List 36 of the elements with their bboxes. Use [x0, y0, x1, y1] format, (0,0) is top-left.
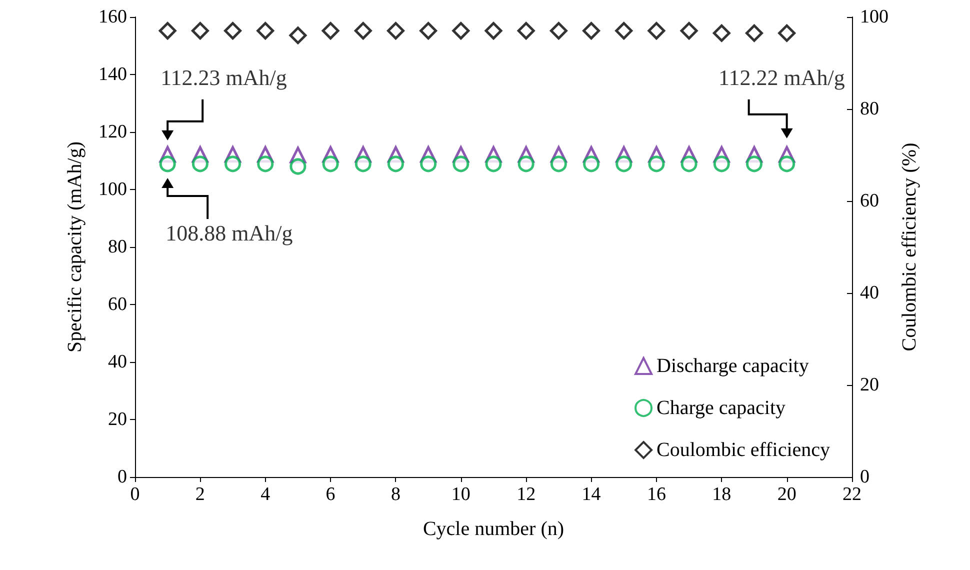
y-tick-label: 40	[108, 352, 127, 372]
y2-tick-label: 60	[860, 190, 879, 212]
x-tick-label: 16	[646, 484, 666, 505]
y2-tick-label: 80	[860, 98, 879, 120]
y-tick-label: 80	[108, 236, 127, 258]
legend-label: Charge capacity	[656, 397, 786, 419]
y2-tick-label: 0	[860, 466, 870, 488]
x-tick-label: 22	[842, 484, 862, 505]
y-tick-label: 160	[98, 6, 127, 28]
x-tick-label: 14	[582, 484, 602, 505]
y-tick-label: 140	[98, 64, 127, 85]
annotation: 112.22 mAh/g	[718, 64, 845, 90]
x-tick-label: 12	[516, 484, 536, 505]
y2-tick-label: 20	[860, 374, 879, 396]
x-tick-label: 4	[260, 484, 271, 505]
x-axis-title: Cycle number (n)	[422, 518, 564, 540]
x-tick-label: 20	[777, 484, 796, 505]
y2-tick-label: 40	[860, 282, 879, 304]
y2-tick-label: 100	[860, 6, 888, 28]
y-tick-label: 0	[118, 466, 127, 488]
y-tick-label: 60	[108, 294, 127, 315]
x-tick-label: 18	[712, 484, 732, 505]
annotation: 108.88 mAh/g	[166, 220, 293, 246]
annotation: 112.23 mAh/g	[160, 64, 287, 90]
y-tick-label: 20	[108, 409, 127, 430]
y-tick-label: 120	[98, 122, 127, 142]
y-axis-title: Specific capacity (mAh/g)	[64, 141, 86, 353]
y2-axis-title: Coulombic efficiency (%)	[898, 142, 920, 352]
legend-label: Coulombic efficiency	[656, 439, 830, 461]
x-tick-label: 0	[130, 484, 140, 505]
x-tick-label: 2	[195, 484, 205, 505]
y-tick-label: 100	[98, 179, 127, 200]
x-tick-label: 10	[451, 484, 470, 505]
legend-label: Discharge capacity	[656, 355, 809, 377]
x-tick-label: 8	[390, 484, 400, 505]
x-tick-label: 6	[326, 484, 336, 505]
